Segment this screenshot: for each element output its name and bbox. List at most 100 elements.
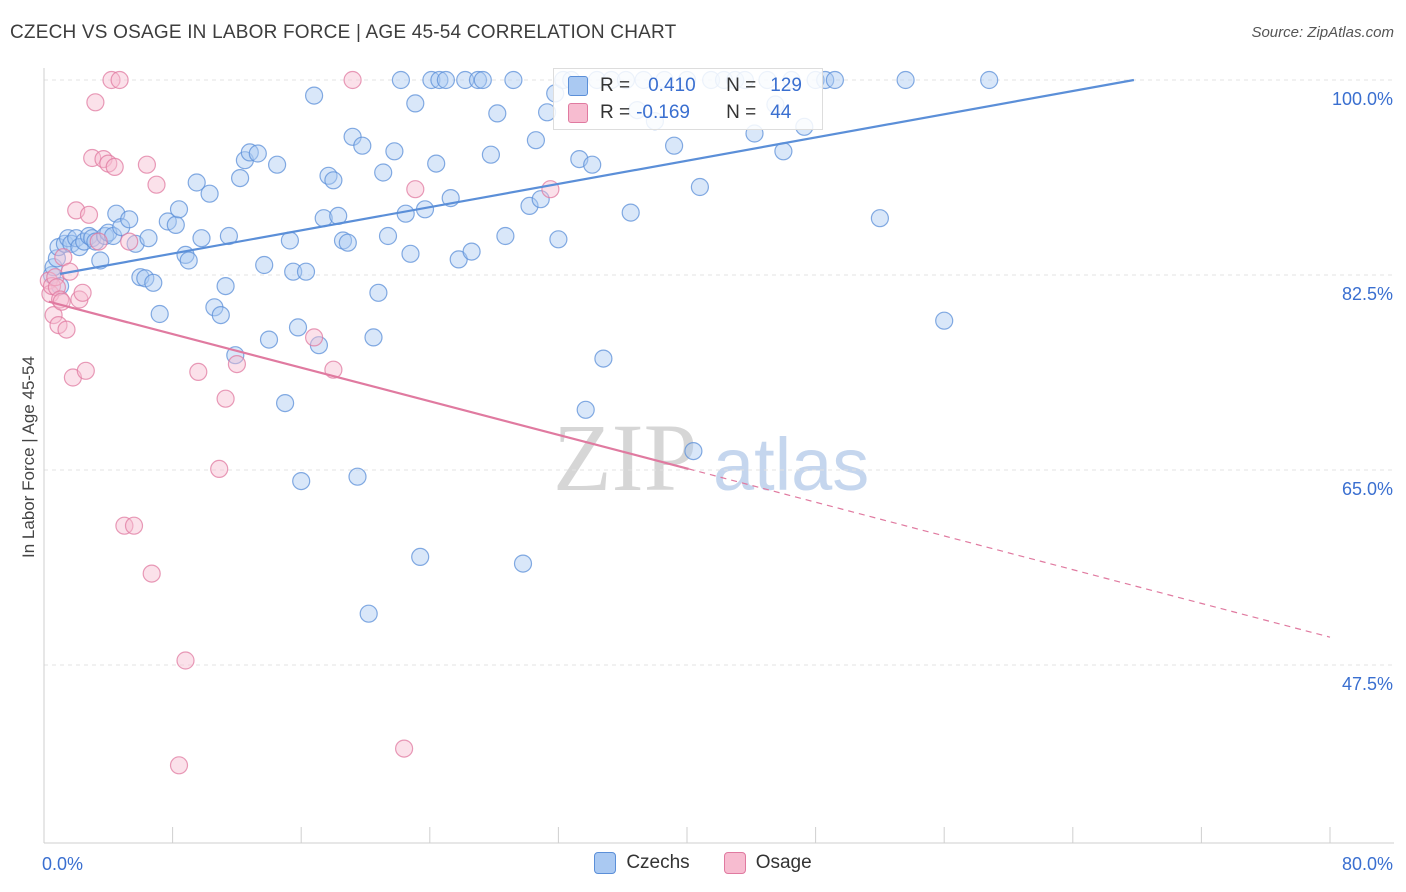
legend: Czechs Osage bbox=[0, 852, 1406, 874]
point-czechs bbox=[576, 400, 595, 419]
point-osage bbox=[86, 93, 105, 112]
data-points bbox=[39, 70, 999, 775]
point-czechs bbox=[192, 229, 211, 248]
point-osage bbox=[120, 232, 139, 251]
point-czechs bbox=[284, 262, 303, 281]
point-czechs bbox=[200, 184, 219, 203]
point-osage bbox=[105, 157, 124, 176]
x-tick-label: 0.0% bbox=[42, 854, 83, 874]
point-czechs bbox=[324, 171, 343, 190]
point-czechs bbox=[255, 255, 274, 275]
watermark-zip: ZIP bbox=[553, 404, 697, 511]
y-tick-label: 47.5% bbox=[1342, 674, 1393, 694]
point-czechs bbox=[526, 131, 546, 150]
point-osage bbox=[227, 355, 246, 374]
point-czechs bbox=[305, 86, 324, 105]
point-czechs bbox=[462, 242, 481, 261]
point-osage bbox=[44, 306, 63, 325]
y-tick-label: 65.0% bbox=[1342, 479, 1393, 499]
point-osage bbox=[406, 180, 425, 199]
point-czechs bbox=[353, 136, 372, 155]
y-tick-label: 100.0% bbox=[1332, 89, 1393, 109]
point-czechs bbox=[385, 142, 404, 161]
source-label: Source: ZipAtlas.com bbox=[1251, 24, 1394, 41]
stats-swatch-czechs bbox=[568, 76, 588, 96]
point-czechs bbox=[621, 203, 640, 222]
legend-swatch-osage bbox=[723, 852, 746, 874]
point-osage bbox=[110, 70, 129, 90]
trend-line-osage bbox=[48, 300, 689, 470]
point-czechs bbox=[549, 230, 568, 249]
stats-r-label: R = bbox=[600, 102, 631, 123]
point-osage bbox=[89, 232, 108, 251]
point-czechs bbox=[664, 136, 684, 155]
point-czechs bbox=[359, 604, 378, 623]
y-tick-label: 82.5% bbox=[1342, 284, 1393, 304]
point-czechs bbox=[369, 283, 388, 302]
point-czechs bbox=[166, 215, 185, 234]
point-czechs bbox=[139, 229, 158, 248]
stats-swatch-osage bbox=[568, 103, 588, 123]
y-axis-title: In Labor Force | Age 45-54 bbox=[19, 356, 38, 558]
point-czechs bbox=[179, 251, 198, 270]
point-czechs bbox=[436, 70, 455, 90]
point-czechs bbox=[583, 155, 602, 174]
point-czechs bbox=[473, 70, 492, 90]
point-czechs bbox=[288, 318, 308, 337]
point-czechs bbox=[144, 273, 163, 292]
point-osage bbox=[115, 516, 134, 535]
point-czechs bbox=[211, 306, 230, 325]
legend-item-czechs[interactable]: Czechs bbox=[594, 852, 690, 874]
watermark-atlas: atlas bbox=[713, 423, 869, 506]
point-czechs bbox=[427, 154, 446, 173]
point-czechs bbox=[391, 70, 410, 90]
point-czechs bbox=[268, 155, 287, 174]
legend-label-czechs: Czechs bbox=[626, 852, 690, 873]
point-czechs bbox=[488, 104, 507, 123]
point-czechs bbox=[684, 442, 703, 461]
legend-item-osage[interactable]: Osage bbox=[723, 852, 812, 874]
point-czechs bbox=[374, 163, 393, 182]
watermark: ZIP atlas bbox=[553, 404, 869, 511]
point-czechs bbox=[406, 94, 425, 113]
point-czechs bbox=[411, 547, 430, 567]
point-czechs bbox=[231, 169, 250, 188]
point-czechs bbox=[187, 173, 206, 192]
point-czechs bbox=[259, 330, 279, 349]
point-czechs bbox=[594, 349, 613, 368]
point-czechs bbox=[292, 472, 311, 491]
point-czechs bbox=[55, 234, 75, 253]
point-czechs bbox=[980, 70, 999, 90]
point-osage bbox=[343, 70, 362, 90]
stats-n-label: N = bbox=[726, 75, 757, 96]
trend-extension-osage bbox=[688, 468, 1331, 638]
axes bbox=[43, 68, 1394, 844]
point-czechs bbox=[169, 200, 189, 219]
point-czechs bbox=[513, 554, 533, 573]
point-osage bbox=[305, 328, 324, 347]
point-osage bbox=[147, 175, 166, 194]
point-osage bbox=[137, 155, 156, 174]
point-osage bbox=[76, 361, 95, 380]
point-czechs bbox=[870, 209, 890, 228]
stats-row-czechs: R = 0.410 N = 129 bbox=[568, 73, 802, 99]
point-czechs bbox=[430, 70, 449, 90]
trend-line-czechs bbox=[59, 78, 1135, 275]
stats-r-value: -0.169 bbox=[636, 102, 690, 123]
point-osage bbox=[189, 362, 208, 381]
stats-r-label: R = bbox=[600, 75, 631, 96]
point-czechs bbox=[401, 244, 420, 263]
point-czechs bbox=[468, 70, 488, 90]
point-czechs bbox=[364, 328, 383, 347]
trend-lines bbox=[48, 78, 1331, 638]
legend-swatch-czechs bbox=[594, 852, 617, 874]
legend-label-osage: Osage bbox=[755, 852, 812, 873]
chart-title: CZECH VS OSAGE IN LABOR FORCE | AGE 45-5… bbox=[10, 22, 677, 43]
point-osage bbox=[73, 283, 92, 302]
stats-n-value: 44 bbox=[770, 102, 792, 123]
stats-r-value: 0.410 bbox=[648, 75, 696, 96]
point-osage bbox=[395, 739, 414, 758]
point-czechs bbox=[825, 70, 845, 90]
point-czechs bbox=[496, 226, 515, 246]
